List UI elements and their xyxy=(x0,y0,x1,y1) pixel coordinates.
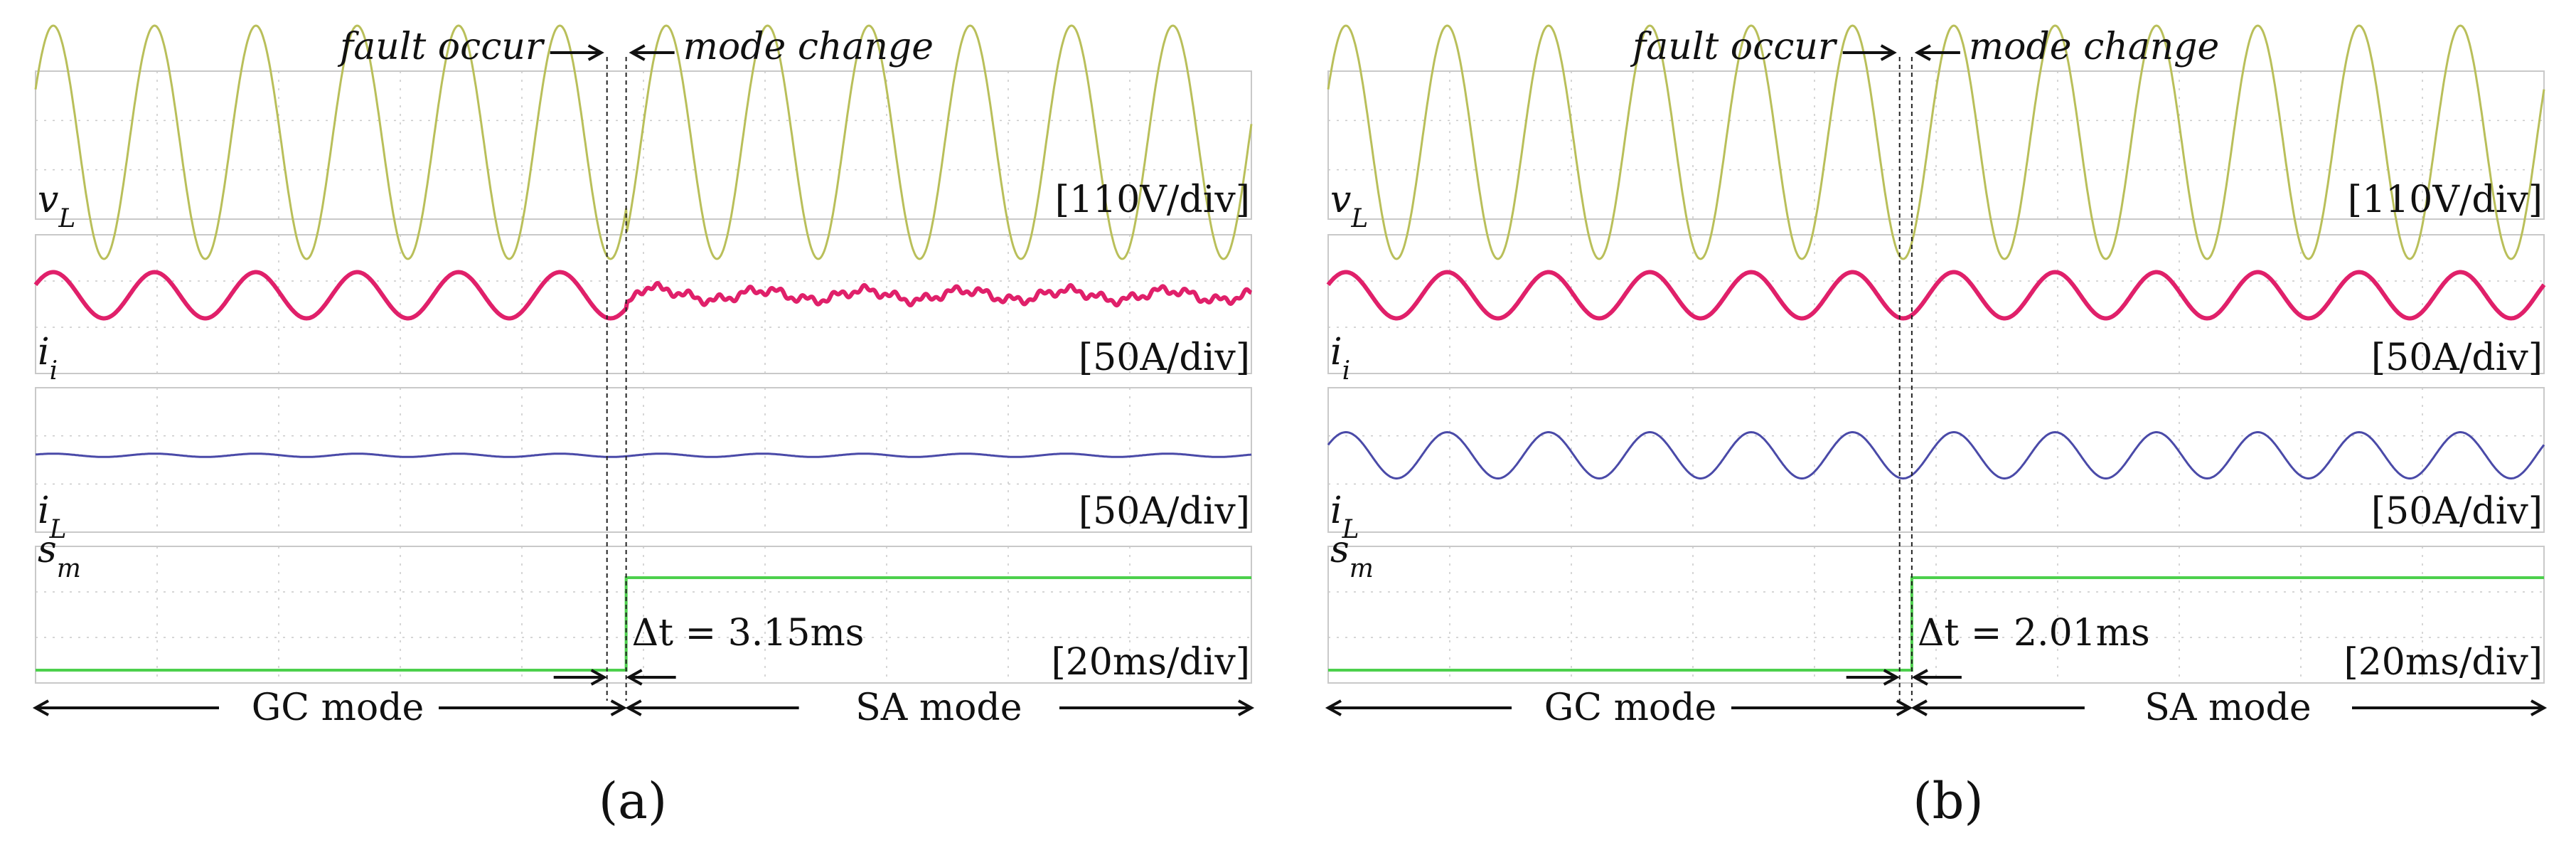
strip-frame xyxy=(35,387,1252,533)
sm-label: sm xyxy=(38,529,81,583)
mode-change-arrow xyxy=(629,44,675,61)
sm-label: sm xyxy=(1330,529,1374,583)
strip-grid-2 xyxy=(35,234,1252,374)
fault-arrow xyxy=(1842,44,1897,61)
sa-mode-label: SA mode xyxy=(2144,687,2311,729)
strip-grid-4 xyxy=(35,546,1252,684)
caption-a: (a) xyxy=(599,772,667,830)
vL-waveform xyxy=(1327,24,2545,260)
iL-waveform xyxy=(35,452,1252,458)
fault-occur-label: fault occur xyxy=(337,26,545,68)
iL-scale: [50A/div] xyxy=(1079,490,1250,533)
strip-grid-2 xyxy=(1327,234,2545,374)
gc-mode-label: GC mode xyxy=(1544,687,1717,729)
ii-label: ii xyxy=(38,331,58,386)
gc-mode-arrow-left xyxy=(1325,699,1512,716)
iL-waveform xyxy=(1327,431,2545,480)
caption-b: (b) xyxy=(1913,772,1983,830)
ii-waveform xyxy=(1326,270,2546,321)
delta-t-arrow-left xyxy=(1846,669,1900,686)
sa-mode-arrow-left xyxy=(625,699,799,716)
ii-label: ii xyxy=(1330,331,1350,386)
gc-mode-arrow-left xyxy=(32,699,219,716)
gc-mode-label: GC mode xyxy=(252,687,424,729)
mode-change-label: mode change xyxy=(1969,26,2219,68)
ii-scale: [50A/div] xyxy=(1079,337,1250,379)
time-scale: [20ms/div] xyxy=(2343,641,2543,684)
vL-scale: [110V/div] xyxy=(2348,179,2543,221)
gc-mode-arrow-right xyxy=(439,699,627,716)
vL-label: vL xyxy=(1330,179,1368,233)
strip-grid-1 xyxy=(1327,70,2545,220)
delta-t-arrow-right xyxy=(626,669,676,686)
sa-mode-arrow-right xyxy=(2352,699,2548,716)
sa-mode-arrow-left xyxy=(1910,699,2085,716)
fault-occur-label: fault occur xyxy=(1630,26,1838,68)
sa-mode-label: SA mode xyxy=(855,687,1022,729)
iL-label: iL xyxy=(1330,489,1359,544)
delta-t-arrow-right xyxy=(1911,669,1962,686)
vL-waveform xyxy=(34,24,1253,260)
fault-arrow xyxy=(550,44,604,61)
strip-frame xyxy=(1327,387,2545,533)
mode-change-label: mode change xyxy=(683,26,934,68)
delta-t-arrow-left xyxy=(553,669,607,686)
mode-change-arrow xyxy=(1914,44,1960,61)
strip-grid-3 xyxy=(1327,387,2545,533)
iL-scale: [50A/div] xyxy=(2371,490,2543,533)
vL-label: vL xyxy=(38,179,75,233)
ii-waveform xyxy=(33,270,1253,321)
delta-t-label: Δt = 2.01ms xyxy=(1918,612,2150,655)
iL-label: iL xyxy=(38,489,67,544)
strip-grid-3 xyxy=(35,387,1252,533)
strip-grid-4 xyxy=(1327,546,2545,684)
delta-t-label: Δt = 3.15ms xyxy=(632,612,865,655)
gc-mode-arrow-right xyxy=(1731,699,1913,716)
sa-mode-arrow-right xyxy=(1059,699,1255,716)
time-scale: [20ms/div] xyxy=(1051,641,1250,684)
ii-scale: [50A/div] xyxy=(2371,337,2543,379)
vL-scale: [110V/div] xyxy=(1055,179,1250,221)
